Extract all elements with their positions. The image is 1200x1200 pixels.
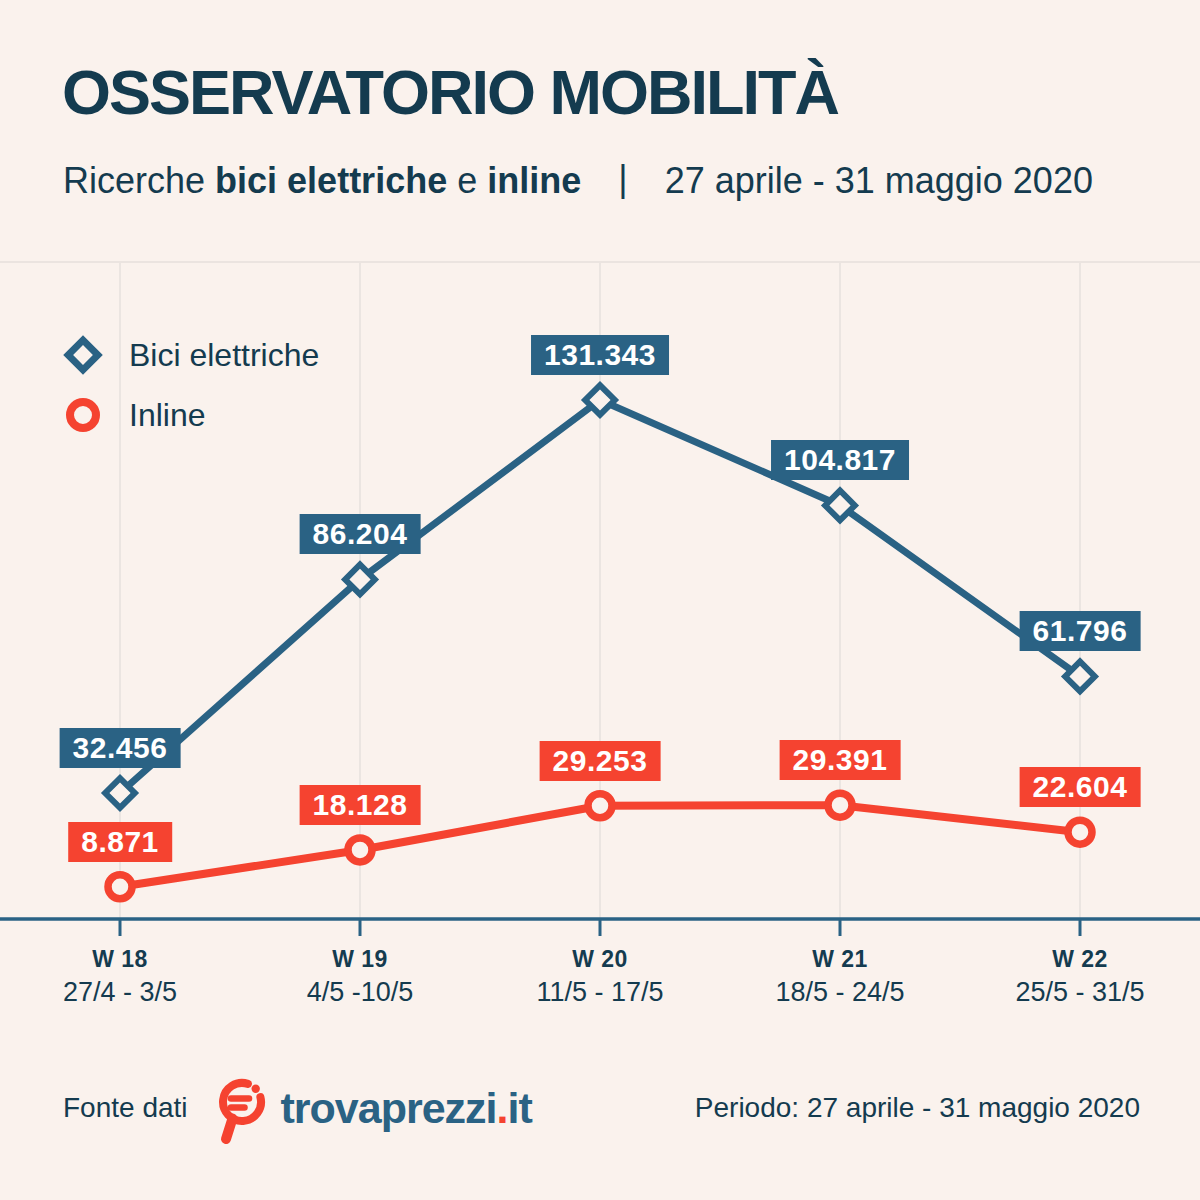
brand-tld: it bbox=[508, 1084, 532, 1132]
data-point-label: 32.456 bbox=[60, 728, 181, 768]
period-note: Periodo: 27 aprile - 31 maggio 2020 bbox=[695, 1092, 1140, 1124]
data-point-label: 29.253 bbox=[540, 741, 661, 781]
circle-icon bbox=[66, 398, 100, 432]
data-point-label: 131.343 bbox=[531, 335, 669, 375]
brand-name: trovaprezzi bbox=[281, 1084, 497, 1132]
week-date-range: 4/5 -10/5 bbox=[307, 977, 414, 1008]
legend-label: Bici elettriche bbox=[129, 337, 319, 374]
week-date-range: 18/5 - 24/5 bbox=[775, 977, 904, 1008]
data-point-label: 18.128 bbox=[300, 785, 421, 825]
diamond-icon bbox=[63, 335, 103, 375]
week-label: W 21 bbox=[812, 946, 868, 973]
legend-item-inline: Inline bbox=[62, 393, 319, 437]
legend-label: Inline bbox=[129, 397, 206, 434]
infographic-page: OSSERVATORIO MOBILITÀ Ricerche bici elet… bbox=[0, 0, 1200, 1200]
week-label: W 20 bbox=[572, 946, 628, 973]
brand-dot: . bbox=[497, 1084, 508, 1132]
data-point-label: 61.796 bbox=[1020, 611, 1141, 651]
legend-item-bici-elettriche: Bici elettriche bbox=[62, 333, 319, 377]
chart-area: 32.456 86.204 131.343 104.817 61.796 8.871 18.… bbox=[0, 0, 1200, 1200]
week-label: W 22 bbox=[1052, 946, 1108, 973]
data-point-label: 29.391 bbox=[780, 740, 901, 780]
data-point-circle bbox=[1068, 820, 1092, 844]
chart-canvas bbox=[0, 0, 1200, 1200]
week-label: W 19 bbox=[332, 946, 388, 973]
magnifier-logo-icon[interactable] bbox=[216, 1076, 268, 1150]
week-date-range: 11/5 - 17/5 bbox=[536, 977, 663, 1008]
data-point-label: 8.871 bbox=[68, 822, 172, 862]
data-point-circle bbox=[108, 875, 132, 899]
source-label: Fonte dati bbox=[63, 1092, 188, 1124]
footer: Fonte dati trovaprezzi.it Periodo: 27 ap… bbox=[63, 1058, 1140, 1158]
week-date-range: 25/5 - 31/5 bbox=[1015, 977, 1144, 1008]
chart-legend: Bici elettriche Inline bbox=[62, 333, 319, 453]
data-point-label: 104.817 bbox=[771, 440, 909, 480]
data-point-circle bbox=[828, 793, 852, 817]
data-point-label: 86.204 bbox=[300, 514, 421, 554]
week-label: W 18 bbox=[92, 946, 148, 973]
brand-wordmark[interactable]: trovaprezzi.it bbox=[281, 1084, 532, 1133]
data-point-label: 22.604 bbox=[1020, 767, 1141, 807]
week-date-range: 27/4 - 3/5 bbox=[63, 977, 177, 1008]
data-point-circle bbox=[588, 794, 612, 818]
data-point-circle bbox=[348, 838, 372, 862]
